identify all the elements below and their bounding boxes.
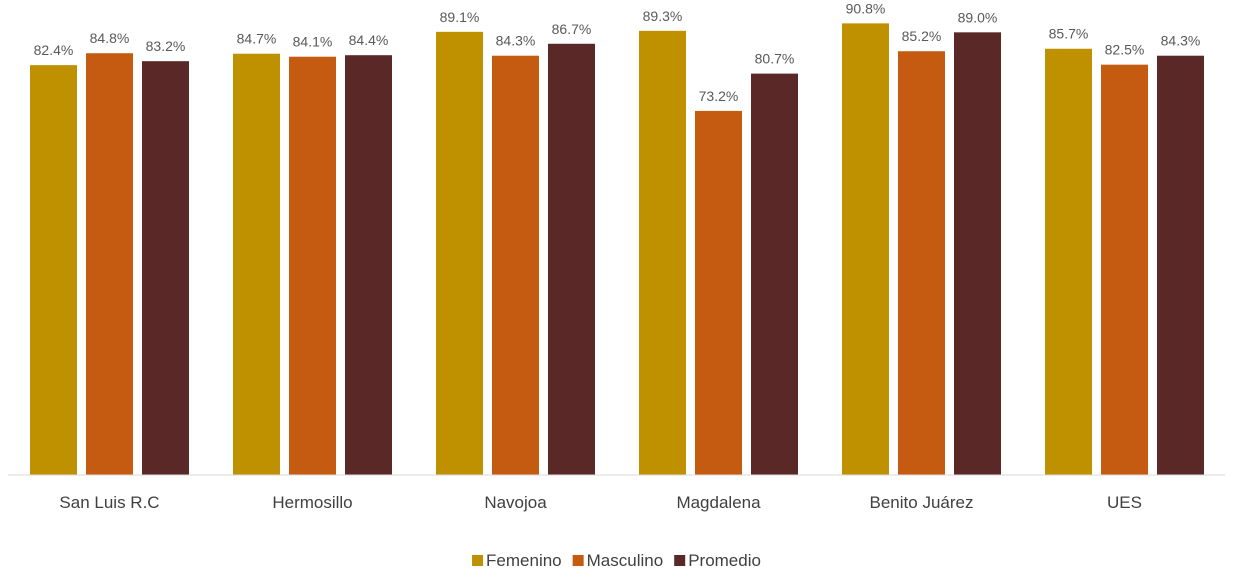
data-label-masculino-5: 82.5% <box>1105 42 1145 58</box>
bar-masculino-3 <box>695 110 742 475</box>
legend-swatch-masculino <box>572 555 584 566</box>
category-label-5: UES <box>1107 493 1142 512</box>
category-label-0: San Luis R.C <box>59 493 159 512</box>
bar-femenino-5 <box>1045 48 1092 475</box>
category-label-1: Hermosillo <box>272 493 352 512</box>
data-label-promedio-3: 80.7% <box>755 51 795 67</box>
value-labels-group: 82.4% 84.8% 83.2% 84.7% 84.1% 84.4% 89.1% 84.3%… <box>34 0 1201 104</box>
bar-promedio-4 <box>954 32 1001 476</box>
bar-promedio-5 <box>1157 55 1204 475</box>
data-label-masculino-4: 85.2% <box>902 28 942 44</box>
data-label-masculino-0: 84.8% <box>90 30 130 46</box>
bar-masculino-5 <box>1101 64 1148 476</box>
data-label-masculino-3: 73.2% <box>699 88 739 104</box>
data-label-femenino-5: 85.7% <box>1049 26 1089 42</box>
bar-femenino-0 <box>30 65 77 475</box>
data-label-promedio-2: 86.7% <box>552 21 592 37</box>
category-label-4: Benito Juárez <box>870 493 974 512</box>
legend-label-promedio: Promedio <box>688 551 761 570</box>
data-label-promedio-0: 83.2% <box>146 38 186 54</box>
legend: Femenino Masculino Promedio <box>472 551 761 570</box>
category-label-2: Navojoa <box>484 493 547 512</box>
bar-masculino-4 <box>898 51 945 475</box>
legend-label-femenino: Femenino <box>486 551 562 570</box>
bar-femenino-4 <box>842 23 889 476</box>
category-label-3: Magdalena <box>676 493 761 512</box>
data-label-femenino-2: 89.1% <box>440 9 480 25</box>
data-label-femenino-0: 82.4% <box>34 42 74 58</box>
data-label-femenino-1: 84.7% <box>237 31 277 47</box>
category-labels-group: San Luis R.C Hermosillo Navojoa Magdalena Be… <box>59 493 1142 512</box>
bar-promedio-1 <box>345 55 392 476</box>
bar-masculino-2 <box>492 55 539 475</box>
bar-promedio-2 <box>548 43 595 476</box>
data-label-femenino-4: 90.8% <box>846 0 886 16</box>
data-label-masculino-1: 84.1% <box>293 34 333 50</box>
legend-label-masculino: Masculino <box>587 551 664 570</box>
bar-femenino-3 <box>639 30 686 475</box>
bar-femenino-1 <box>233 53 280 475</box>
legend-swatch-femenino <box>472 555 484 566</box>
data-label-femenino-3: 89.3% <box>643 8 683 24</box>
bar-masculino-0 <box>86 53 133 475</box>
data-label-promedio-1: 84.4% <box>349 32 389 48</box>
data-label-promedio-4: 89.0% <box>958 9 998 25</box>
bar-masculino-1 <box>289 56 336 476</box>
bar-femenino-2 <box>436 31 483 476</box>
data-label-masculino-2: 84.3% <box>496 33 536 49</box>
legend-swatch-promedio <box>674 555 686 566</box>
data-label-promedio-5: 84.3% <box>1161 33 1201 49</box>
bar-promedio-0 <box>142 61 189 475</box>
bars-group <box>30 23 1204 476</box>
bar-promedio-3 <box>751 73 798 476</box>
